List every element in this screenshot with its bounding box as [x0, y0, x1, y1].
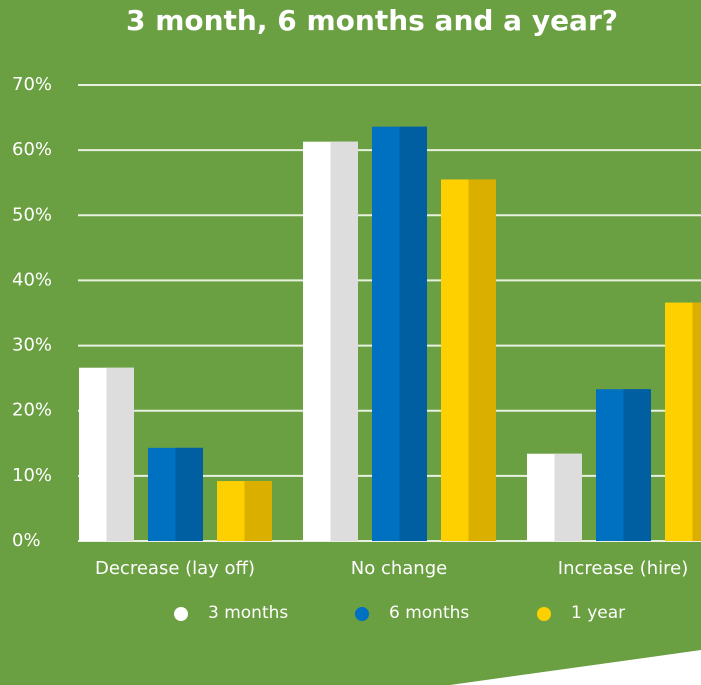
bar-shade: [106, 367, 134, 541]
chart-title: 3 month, 6 months and a year?: [126, 4, 618, 37]
y-tick-label: 60%: [12, 139, 52, 160]
y-tick-label: 30%: [12, 335, 52, 356]
y-tick-label: 20%: [12, 400, 52, 421]
y-tick-label: 10%: [12, 465, 52, 486]
corner-decoration: [450, 650, 701, 685]
bar-shade: [330, 141, 358, 541]
bar-shade: [399, 126, 427, 541]
bar-shade: [692, 302, 701, 541]
y-tick-label: 40%: [12, 269, 52, 290]
x-tick-label: Increase (hire): [558, 558, 688, 579]
x-tick-label: No change: [351, 558, 447, 579]
legend-marker: [537, 607, 551, 621]
legend-marker: [355, 607, 369, 621]
x-tick-label: Decrease (lay off): [95, 558, 255, 579]
bar-shade: [554, 453, 582, 541]
legend-label: 1 year: [571, 603, 625, 623]
y-tick-label: 50%: [12, 204, 52, 225]
legend-label: 3 months: [208, 603, 288, 623]
bar-shade: [244, 481, 272, 541]
bar-shade: [175, 447, 203, 541]
y-tick-label: 0%: [12, 530, 41, 551]
legend-label: 6 months: [389, 603, 469, 623]
y-tick-label: 70%: [12, 74, 52, 95]
legend-marker: [174, 607, 188, 621]
bar-shade: [623, 389, 651, 541]
bar-shade: [468, 179, 496, 541]
